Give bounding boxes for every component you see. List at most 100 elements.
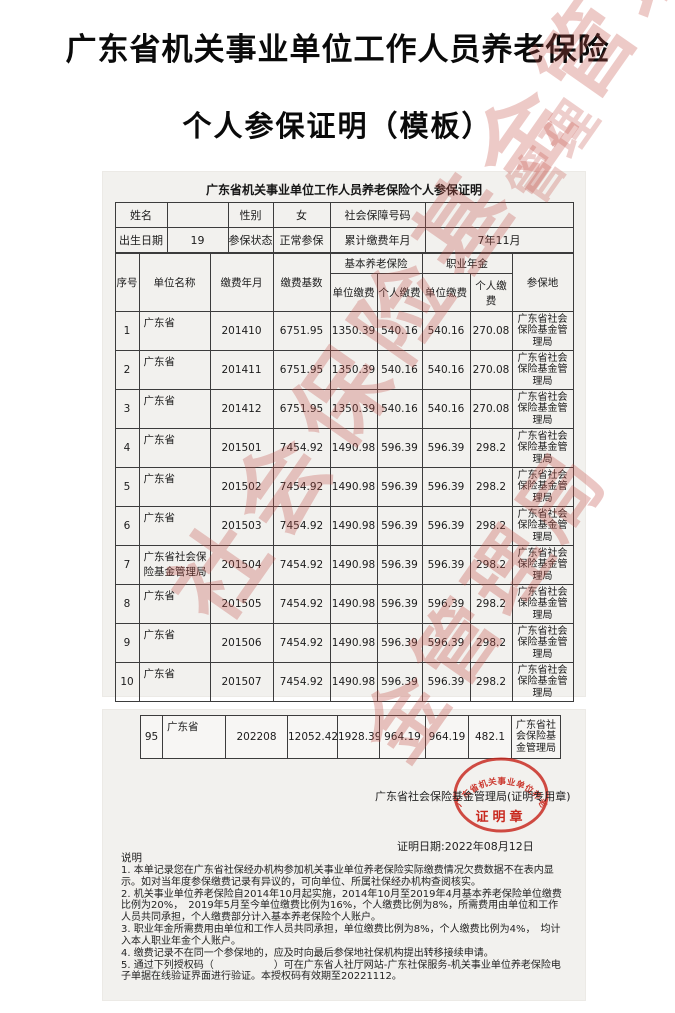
cell-place: 广东省社会保险基金管理局 xyxy=(511,350,574,390)
table-row: 6 广东省 201503 7454.92 1490.98 596.39 596.… xyxy=(114,506,574,546)
cell-seq: 6 xyxy=(114,506,140,546)
cell-annuity-personal-pay: 482.1 xyxy=(468,715,512,759)
cell-basic-personal-pay: 596.39 xyxy=(376,584,423,624)
cell-annuity-personal-pay: 298.2 xyxy=(469,467,513,507)
cell-unit-name: 广东省 xyxy=(138,584,211,624)
info-label: 出生日期 xyxy=(114,227,168,253)
contribution-record-table: 序号 单位名称 缴费年月 缴费基数 基本养老保险 职业年金 参保地 单位缴费 个… xyxy=(114,253,574,702)
page-title-line1: 广东省机关事业单位工作人员养老保险 xyxy=(65,32,610,68)
table-row: 2 广东省 201411 6751.95 1350.39 540.16 540.… xyxy=(114,350,574,390)
cell-pay-base: 6751.95 xyxy=(272,311,331,351)
cell-basic-personal-pay: 596.39 xyxy=(376,662,423,702)
cell-place: 广东省社会保险基金管理局 xyxy=(511,584,574,624)
cell-unit-name: 广东省 xyxy=(138,428,211,468)
info-row: 姓名 性别 女 社会保障号码 xyxy=(114,202,574,228)
col-header-personal-pay: 个人缴费 xyxy=(376,273,423,312)
group-header-basic-pension: 基本养老保险 xyxy=(329,253,423,274)
table-row: 4 广东省 201501 7454.92 1490.98 596.39 596.… xyxy=(114,428,574,468)
table-row: 3 广东省 201412 6751.95 1350.39 540.16 540.… xyxy=(114,389,574,429)
cell-annuity-personal-pay: 270.08 xyxy=(469,350,513,390)
info-row: 出生日期 19 参保状态 正常参保 累计缴费年月 7年11月 xyxy=(114,227,574,253)
info-value: 正常参保 xyxy=(272,227,331,253)
cell-pay-base: 7454.92 xyxy=(272,506,331,546)
certificate-title: 广东省机关事业单位工作人员养老保险个人参保证明 xyxy=(205,183,482,197)
cell-basic-unit-pay: 1490.98 xyxy=(329,428,378,468)
note-item: 1. 本单记录您在广东省社保经办机构参加机关事业单位养老保险实际缴费情况欠费数据… xyxy=(121,865,554,888)
cell-place: 广东省社会保险基金管理局 xyxy=(511,623,574,663)
cell-pay-month: 201502 xyxy=(209,467,274,507)
cell-annuity-personal-pay: 298.2 xyxy=(469,428,513,468)
cell-pay-base: 7454.92 xyxy=(272,623,331,663)
table-row: 7 广东省社会保险基金管理局 201504 7454.92 1490.98 59… xyxy=(114,545,574,585)
cell-seq: 5 xyxy=(114,467,140,507)
cell-seq: 1 xyxy=(114,311,140,351)
stamp-center-text: 证明章 xyxy=(475,810,527,825)
table-row: 1 广东省 201410 6751.95 1350.39 540.16 540.… xyxy=(114,311,574,351)
cell-place: 广东省社会保险基金管理局 xyxy=(511,389,574,429)
cell-seq: 3 xyxy=(114,389,140,429)
group-header-occupational-annuity: 职业年金 xyxy=(421,253,513,274)
scanned-certificate-top: 广东省机关事业单位工作人员养老保险个人参保证明 姓名 性别 女 社会保障号码 出… xyxy=(103,172,585,702)
cell-basic-unit-pay: 1350.39 xyxy=(329,350,378,390)
cell-place: 广东省社会保险基金管理局 xyxy=(511,715,561,759)
cell-unit-name: 广东省 xyxy=(138,623,211,663)
cell-seq: 9 xyxy=(114,623,140,663)
cell-unit-name: 广东省 xyxy=(162,715,226,759)
col-header-place: 参保地 xyxy=(511,253,574,312)
cell-basic-personal-pay: 540.16 xyxy=(376,389,423,429)
cell-basic-unit-pay: 1490.98 xyxy=(329,623,378,663)
cell-pay-month: 201503 xyxy=(209,506,274,546)
info-label: 参保状态 xyxy=(227,227,274,253)
cell-basic-unit-pay: 1928.39 xyxy=(337,715,380,759)
cell-annuity-unit-pay: 596.39 xyxy=(421,467,471,507)
cell-annuity-personal-pay: 298.2 xyxy=(469,662,513,702)
cell-pay-month: 201507 xyxy=(209,662,274,702)
note-item: 5. 通过下列授权码（ ）可在广东省人社厅网站-广东社保服务-机关事业单位养老保… xyxy=(121,959,561,983)
cell-place: 广东省社会保险基金管理局 xyxy=(511,506,574,546)
cell-basic-personal-pay: 540.16 xyxy=(376,311,423,351)
cell-unit-name: 广东省 xyxy=(138,506,211,546)
cell-basic-personal-pay: 596.39 xyxy=(376,545,423,585)
cell-annuity-unit-pay: 964.19 xyxy=(425,715,469,759)
certificate-date: 证明日期:2022年08月12日 xyxy=(397,840,534,853)
cell-basic-unit-pay: 1350.39 xyxy=(329,311,378,351)
cell-seq: 10 xyxy=(114,662,140,702)
cell-pay-month: 201412 xyxy=(209,389,274,429)
cell-seq: 4 xyxy=(114,428,140,468)
info-label: 累计缴费年月 xyxy=(329,227,426,253)
cell-place: 广东省社会保险基金管理局 xyxy=(511,467,574,507)
cell-unit-name: 广东省 xyxy=(138,467,211,507)
page-title-line2: 个人参保证明（模板） xyxy=(182,109,493,143)
cell-pay-base: 6751.95 xyxy=(272,389,331,429)
cell-basic-personal-pay: 540.16 xyxy=(376,350,423,390)
cell-unit-name: 广东省 xyxy=(138,662,211,702)
header-group-row: 序号 单位名称 缴费年月 缴费基数 基本养老保险 职业年金 参保地 xyxy=(114,253,574,312)
cell-pay-month: 202208 xyxy=(225,715,288,759)
cell-pay-month: 201506 xyxy=(209,623,274,663)
cell-basic-unit-pay: 1490.98 xyxy=(329,662,378,702)
cell-seq: 8 xyxy=(114,584,140,624)
cell-annuity-unit-pay: 540.16 xyxy=(421,350,471,390)
cell-pay-base: 7454.92 xyxy=(272,662,331,702)
col-header-seq: 序号 xyxy=(114,253,140,312)
col-header-personal-pay: 个人缴费 xyxy=(469,273,513,312)
cell-pay-base: 12052.42 xyxy=(287,715,338,759)
note-item: 4. 缴费记录不在同一个参保地的，应及时向最后参保地社保机构提出转移接续申请。 xyxy=(121,947,494,959)
info-value: 女 xyxy=(272,202,331,228)
info-value: 7年11月 xyxy=(424,227,574,253)
cell-annuity-unit-pay: 596.39 xyxy=(421,506,471,546)
cell-basic-personal-pay: 964.19 xyxy=(379,715,426,759)
table-row: 8 广东省 201505 7454.92 1490.98 596.39 596.… xyxy=(114,584,574,624)
table-row: 5 广东省 201502 7454.92 1490.98 596.39 596.… xyxy=(114,467,574,507)
cell-basic-unit-pay: 1490.98 xyxy=(329,467,378,507)
info-label: 姓名 xyxy=(114,202,168,228)
cell-pay-base: 7454.92 xyxy=(272,584,331,624)
table-row: 95 广东省 202208 12052.42 1928.39 964.19 96… xyxy=(140,715,561,759)
info-value: 19 xyxy=(166,227,229,253)
col-header-unit-name: 单位名称 xyxy=(138,253,211,312)
certification-stamp-oval: 广东省机关事业单位养老保险 xyxy=(451,755,550,833)
cell-seq: 7 xyxy=(114,545,140,585)
cell-pay-base: 7454.92 xyxy=(272,467,331,507)
cell-place: 广东省社会保险基金管理局 xyxy=(511,545,574,585)
notes-section: 说明 1. 本单记录您在广东省社保经办机构参加机关事业单位养老保险实际缴费情况欠… xyxy=(121,852,567,984)
